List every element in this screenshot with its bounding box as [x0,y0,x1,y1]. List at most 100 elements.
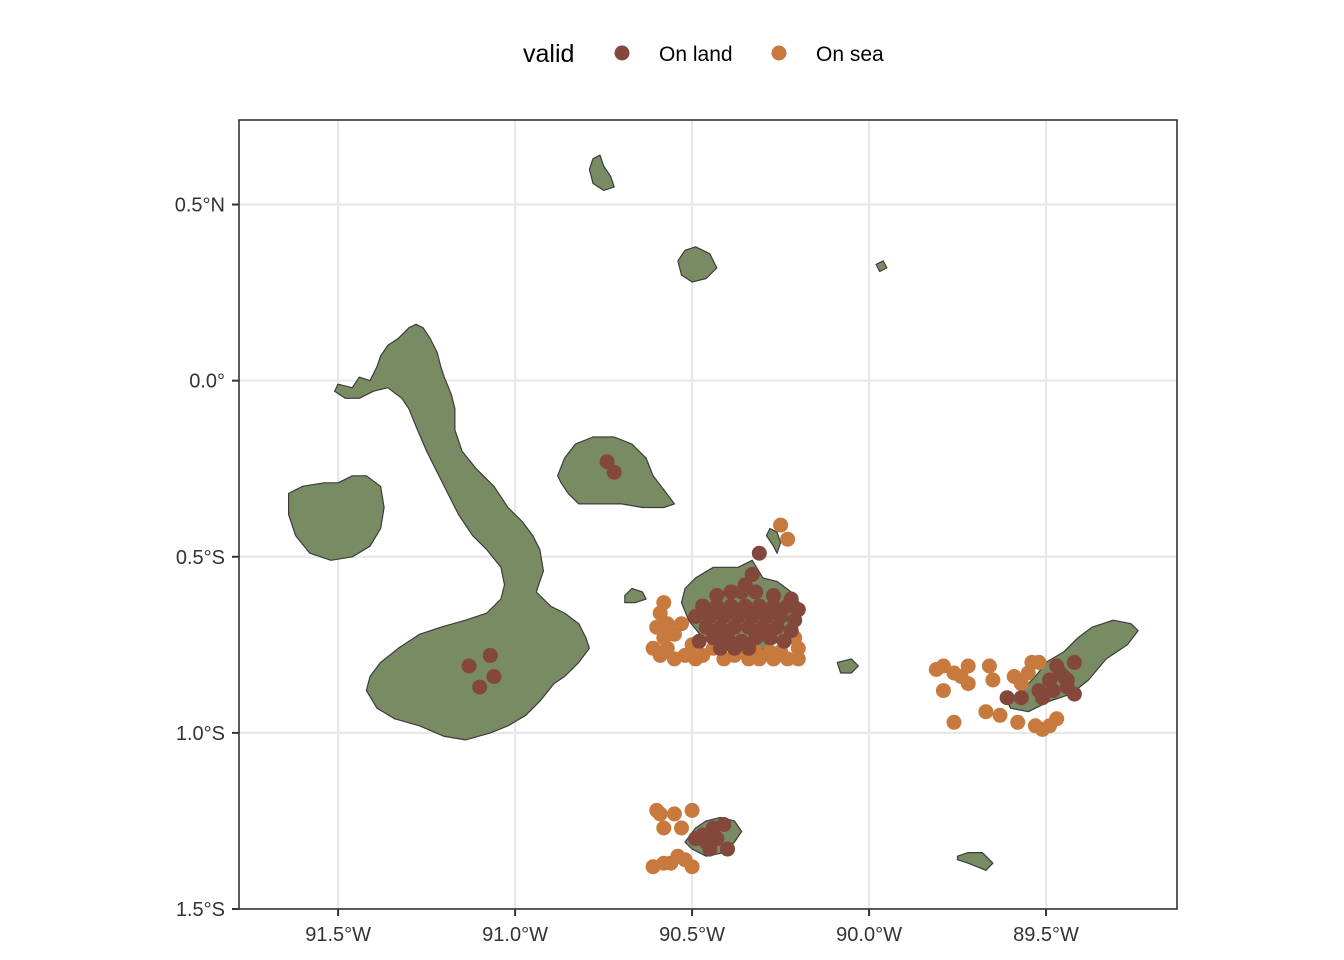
point-on-sea [1013,676,1029,692]
point-on-sea [780,531,796,547]
point-on-sea [666,626,682,642]
point-on-land [702,841,718,857]
point-on-sea [652,605,668,621]
point-on-sea [688,651,704,667]
island-fernandina [288,475,385,561]
point-on-land [1045,683,1061,699]
point-on-land [709,588,725,603]
island-genovesa [875,260,888,273]
legend-key-on-land [614,45,630,61]
point-on-sea [1020,665,1036,681]
point-on-sea [935,683,951,699]
point-on-land [723,584,739,600]
point-on-sea [960,658,976,674]
point-on-land [695,598,711,614]
point-on-land [776,633,792,649]
point-on-sea [656,820,672,836]
point-on-land [712,619,728,635]
y-tick-label: 1.0°S [176,723,225,745]
point-on-land [1066,686,1082,702]
y-tick-label: 1.5°S [176,899,225,921]
point-on-sea [649,619,665,635]
legend: valid On land On sea [523,40,884,68]
point-on-land [734,584,750,600]
point-on-land [783,623,799,639]
point-on-land [705,630,721,646]
point-on-land [723,598,739,614]
point-on-sea [666,806,682,822]
y-tick-label: 0.0° [189,371,225,393]
point-on-sea [978,704,994,720]
point-on-sea [674,820,689,836]
point-on-sea [960,676,976,692]
point-on-sea [652,806,668,822]
panel-border [238,119,1178,910]
point-on-sea [659,640,675,656]
point-on-land [748,630,764,646]
point-on-sea [946,714,962,730]
point-on-sea [684,859,700,875]
point-on-land [751,545,767,561]
x-tick-label: 91.5°W [305,924,371,946]
point-on-land [482,647,498,663]
point-on-sea [674,616,689,632]
x-tick-label: 90.0°W [836,924,902,946]
point-on-land [472,679,488,695]
point-on-sea [790,651,806,667]
point-on-land [720,841,735,857]
point-on-sea [684,802,700,818]
island-pinzon [624,587,647,604]
point-on-sea [992,707,1008,723]
island-espanola [956,851,994,871]
point-on-land [606,464,622,480]
y-tick-label: 0.5°N [175,195,225,217]
point-on-sea [1031,654,1047,670]
point-on-land [748,584,764,600]
point-on-land [769,619,785,635]
point-on-land [727,640,742,656]
point-on-land [999,690,1015,706]
x-tick-label: 90.5°W [659,924,725,946]
point-on-land [1059,672,1075,688]
point-on-sea [645,859,661,875]
island-santa-fe [836,658,860,674]
point-on-sea [981,658,997,674]
point-on-land [599,454,615,470]
y-tick-label: 0.5°S [176,547,225,569]
x-tick-label: 91.0°W [482,924,548,946]
island-pinta [588,154,615,191]
point-on-land [762,630,778,646]
x-tick-label: 89.5°W [1013,924,1079,946]
point-on-sea [1010,714,1026,730]
point-on-land [688,831,704,847]
point-on-land [1035,690,1050,706]
point-on-sea [935,658,951,674]
point-on-land [1013,690,1029,706]
point-on-sea [762,644,778,660]
island-marchena [677,246,718,283]
legend-label-on-sea: On sea [816,43,884,66]
point-on-land [691,633,707,649]
observation-points [461,454,1082,875]
point-on-land [741,619,757,635]
panel-background [239,120,1177,909]
point-on-land [755,619,771,635]
point-on-land [688,609,704,625]
legend-key-on-sea [771,45,787,61]
point-on-sea [773,517,789,533]
legend-label-on-land: On land [659,43,733,66]
point-on-land [741,640,757,656]
point-on-land [712,640,728,656]
point-on-land [727,619,742,635]
point-on-sea [985,672,1001,688]
point-on-land [1066,654,1082,670]
point-on-land [461,658,477,674]
point-on-land [486,669,502,684]
point-on-land [766,588,781,603]
point-on-land [751,598,767,614]
point-on-land [698,619,714,635]
legend-title: valid [523,40,574,68]
axes: 91.5°W 91.0°W 90.5°W 90.0°W 89.5°W 0.5°N 0.0° 0… [175,195,1079,946]
point-on-land [766,598,781,614]
